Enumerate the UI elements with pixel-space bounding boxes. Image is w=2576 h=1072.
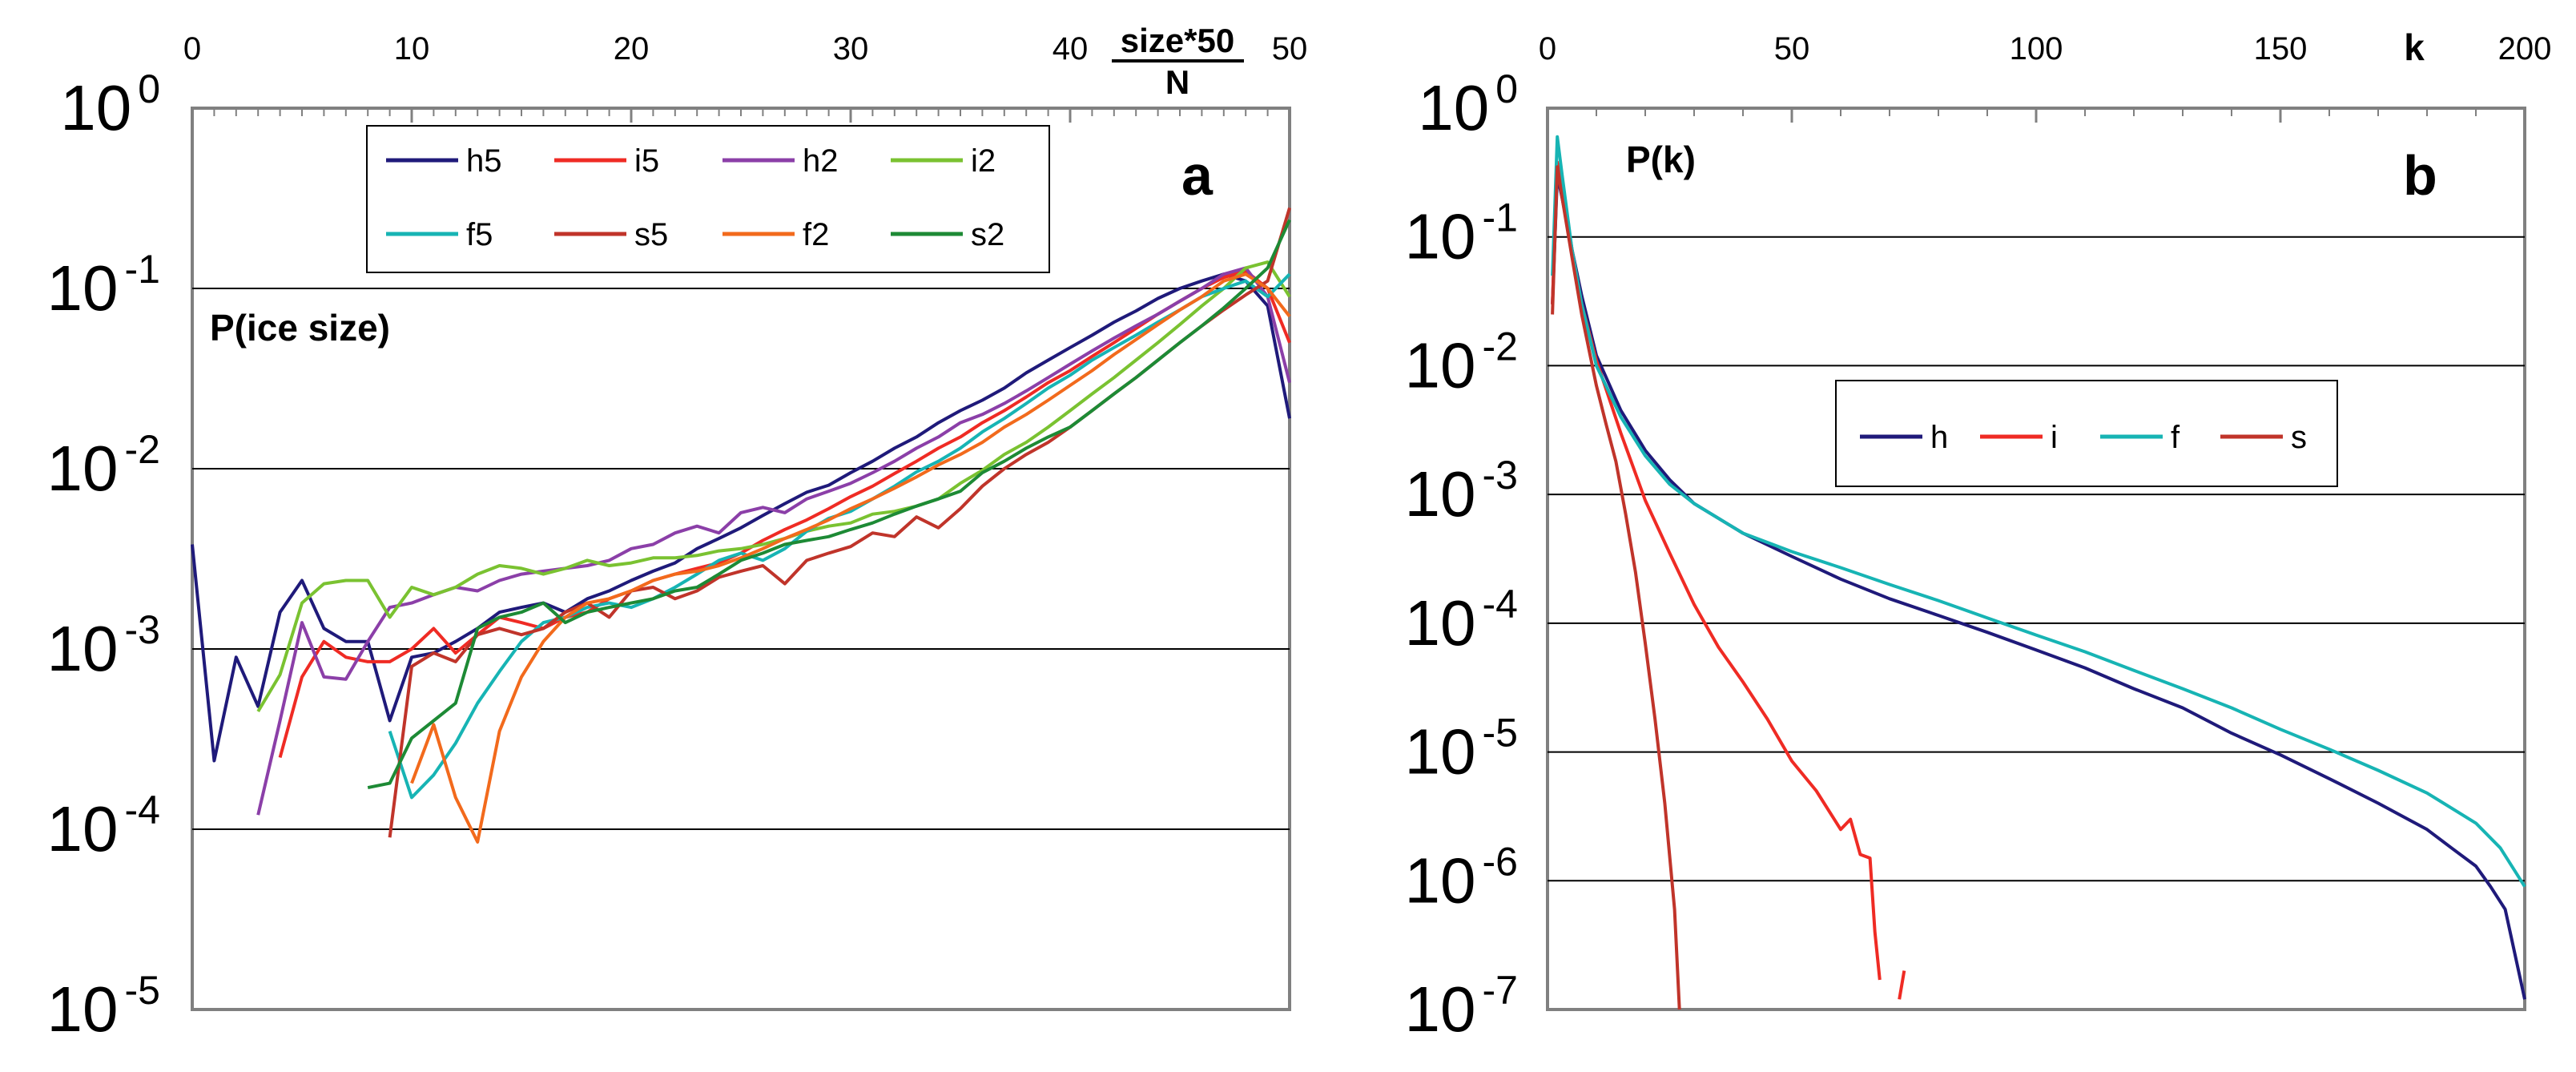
panel-a-x-tick-label: 20 xyxy=(614,31,650,66)
panel-a-x-tick-label: 0 xyxy=(183,31,201,66)
panel-b-y-tick-label: 10 -6 xyxy=(1405,839,1518,916)
panel-b-legend-box xyxy=(1835,380,2338,487)
series-line-i5 xyxy=(278,269,1291,759)
panel-b-label: b xyxy=(2403,144,2437,207)
panel-b-y-tick-label: 10 0 xyxy=(1418,66,1518,143)
panel-a-x-tick-label: 30 xyxy=(833,31,869,66)
legend-label-f2: f2 xyxy=(803,217,829,252)
legend-label-f5: f5 xyxy=(466,217,493,252)
panel-b-y-tick-label: 10 -2 xyxy=(1405,324,1518,401)
panel-a-x-tick-label: 40 xyxy=(1053,31,1089,66)
panel-a-label: a xyxy=(1181,144,1214,207)
series-line-h5 xyxy=(191,272,1291,763)
legend-label-s2: s2 xyxy=(971,217,1004,252)
legend-label-h: h xyxy=(1930,420,1948,455)
legend-label-s5: s5 xyxy=(634,217,668,252)
series-line-i2 xyxy=(256,260,1291,713)
legend-label-i5: i5 xyxy=(634,143,659,179)
panel-b-y-tick-label: 10 -7 xyxy=(1405,968,1518,1045)
panel-b-y-tick-label: 10 -1 xyxy=(1405,195,1518,272)
series-line-f xyxy=(1551,135,2526,888)
panel-a-chart: 10 0 10 -1 10 -2 10 -3 10 -4 10 -5 0 10 20 30 40 50 P(ice… xyxy=(47,22,1308,1045)
panel-b-chart: 10 0 10 -1 10 -2 10 -3 10 -4 10 -5 10 -6 10 -7 0 50 100 150… xyxy=(1405,26,2552,1045)
panel-b-y-tick-label: 10 -4 xyxy=(1405,582,1518,659)
panel-a-y-tick-label: 10 -5 xyxy=(47,968,160,1045)
panel-b-x-tick-label: 150 xyxy=(2254,31,2308,66)
series-line-s2 xyxy=(367,219,1291,790)
legend-label-s: s xyxy=(2291,420,2307,455)
legend-label-h5: h5 xyxy=(466,143,502,179)
panel-a-xlabel-denominator: N xyxy=(1165,63,1189,101)
panel-a-legend-box xyxy=(366,125,1050,273)
panel-a-y-tick-label: 10 -2 xyxy=(47,427,160,504)
panel-a-title: P(ice size) xyxy=(210,307,390,349)
series-line-i_tail xyxy=(1898,970,1906,1000)
panel-a-y-tick-label: 10 -1 xyxy=(47,247,160,324)
panel-b-x-tick-label: 200 xyxy=(2498,31,2552,66)
panel-b-title: P(k) xyxy=(1626,139,1696,180)
panel-a-y-tick-label: 10 -4 xyxy=(47,788,160,864)
panel-a-x-tick-label: 10 xyxy=(394,31,430,66)
panel-b-y-tick-label: 10 -5 xyxy=(1405,711,1518,788)
series-line-s xyxy=(1551,165,1681,1010)
panel-b-y-tick-label: 10 -3 xyxy=(1405,453,1518,530)
panel-a-y-tick-label: 10 -3 xyxy=(47,607,160,684)
panel-a-x-tick-label: 50 xyxy=(1272,31,1308,66)
legend-label-h2: h2 xyxy=(803,143,839,179)
legend-label-i2: i2 xyxy=(971,143,996,179)
panel-a-y-tick-label: 10 0 xyxy=(60,66,160,143)
panel-a-legend: h5 i5 h2 i2 f5 s5 f2 s2 xyxy=(366,125,1050,273)
panel-b-plot-area xyxy=(1546,107,2526,1011)
legend-label-f: f xyxy=(2171,420,2180,455)
panel-a-xlabel-numerator: size*50 xyxy=(1121,22,1234,59)
panel-b-x-tick-label: 100 xyxy=(2010,31,2063,66)
panel-b-x-tick-label: 0 xyxy=(1539,31,1556,66)
series-line-f2 xyxy=(410,272,1291,844)
series-line-h2 xyxy=(256,266,1291,816)
legend-label-i: i xyxy=(2051,420,2058,455)
panel-b-x-tick-label: 50 xyxy=(1774,31,1810,66)
panel-b-xlabel: k xyxy=(2404,26,2425,68)
